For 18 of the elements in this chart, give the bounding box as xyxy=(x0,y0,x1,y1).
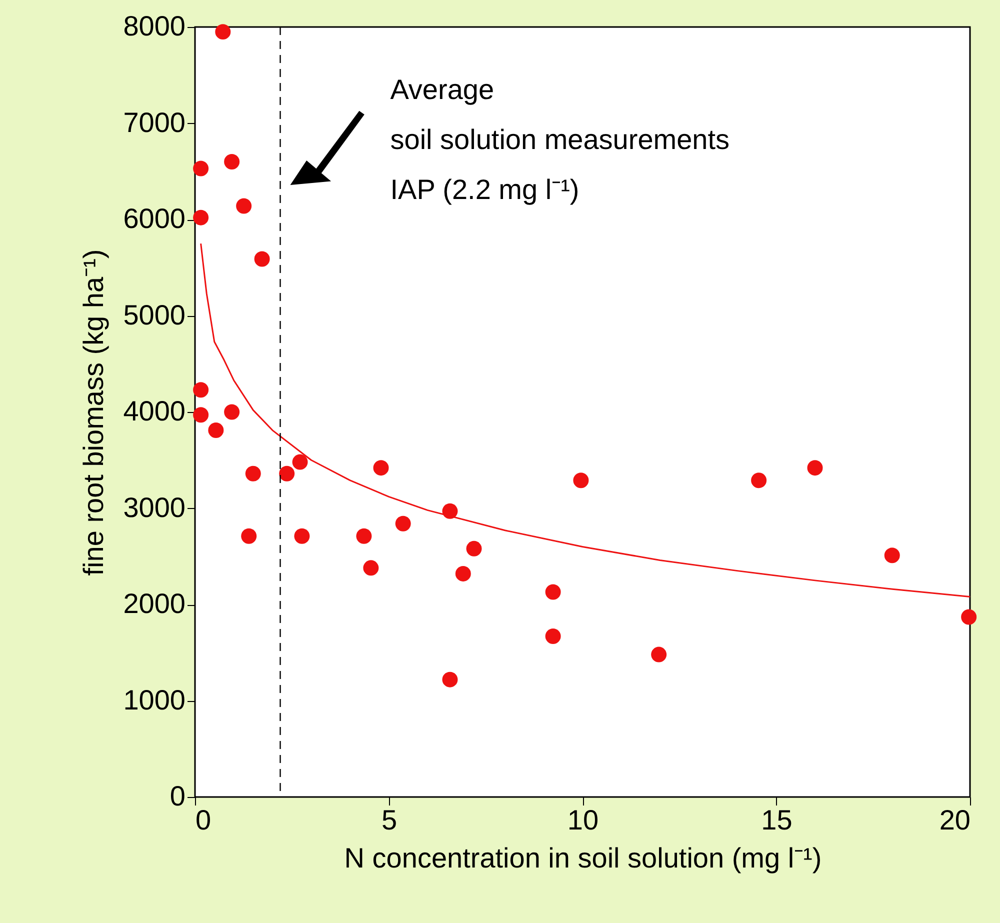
x-tick-label: 5 xyxy=(381,804,398,836)
x-axis-title: N concentration in soil solution (mg l⁻¹) xyxy=(344,842,822,874)
x-tick-label: 15 xyxy=(761,804,792,836)
line-series xyxy=(200,242,971,598)
y-tick-label: 1000 xyxy=(123,684,186,716)
y-tick-label: 4000 xyxy=(123,396,186,426)
x-tick-label: 10 xyxy=(567,804,599,836)
x-tick-label: 0 xyxy=(196,804,212,836)
y-tick-label: 5000 xyxy=(123,299,186,330)
y-tick-label: 7000 xyxy=(123,106,186,138)
ref-line-label: Average soil solution measurements IAP (2.2 mg l⁻¹) xyxy=(390,74,730,205)
y-tick-label: 6000 xyxy=(123,203,186,234)
y-tick-label: 0 xyxy=(170,780,186,812)
y-axis-title: fine root biomass (kg ha⁻¹) xyxy=(78,249,110,576)
y-tick-label: 3000 xyxy=(123,492,186,523)
x-tick-label: 20 xyxy=(939,804,970,836)
y-tick-label: 8000 xyxy=(123,10,186,42)
y-tick-label: 2000 xyxy=(123,588,186,619)
